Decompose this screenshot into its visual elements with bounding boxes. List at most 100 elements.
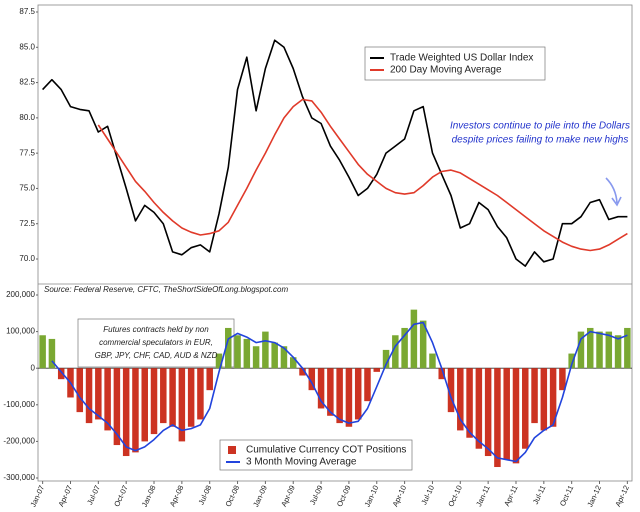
x-tick-label: Jan-12 bbox=[585, 484, 603, 509]
bar bbox=[614, 335, 622, 369]
annotation-frame bbox=[77, 318, 235, 368]
x-tick-label: Jan-08 bbox=[140, 484, 158, 509]
bar bbox=[540, 368, 548, 431]
bar bbox=[160, 368, 167, 424]
bar bbox=[447, 368, 455, 413]
x-tick-label: Apr-12 bbox=[613, 484, 631, 508]
bar bbox=[85, 368, 93, 424]
bar bbox=[113, 368, 121, 446]
bar bbox=[336, 368, 343, 424]
line-series bbox=[42, 39, 628, 267]
y-tick-label: 0 bbox=[31, 363, 36, 372]
bar bbox=[410, 309, 418, 369]
arrow bbox=[605, 177, 622, 207]
bar bbox=[596, 331, 603, 369]
bar bbox=[475, 368, 483, 449]
bar bbox=[215, 353, 223, 369]
bar bbox=[197, 368, 204, 420]
bar bbox=[549, 368, 557, 427]
bar bbox=[392, 335, 399, 369]
bar bbox=[419, 320, 427, 369]
legend-swatch bbox=[228, 446, 236, 454]
bar bbox=[57, 368, 65, 380]
plot-frame bbox=[37, 4, 633, 482]
bar bbox=[429, 353, 436, 369]
bar bbox=[169, 368, 176, 427]
x-tick-label: Jul-09 bbox=[308, 484, 325, 506]
legend-label: 200 Day Moving Average bbox=[390, 65, 502, 76]
bar bbox=[568, 353, 575, 369]
x-tick-label: Jan-09 bbox=[251, 484, 269, 509]
bar bbox=[327, 368, 334, 416]
y-tick-label: 75.0 bbox=[19, 184, 35, 193]
legend-label: 3 Month Moving Average bbox=[246, 457, 357, 468]
bar bbox=[187, 368, 195, 427]
bar bbox=[364, 368, 371, 402]
y-tick-label: -100,000 bbox=[3, 400, 35, 409]
y-tick-label: -200,000 bbox=[3, 437, 35, 446]
bar bbox=[206, 368, 213, 391]
bar bbox=[522, 368, 529, 449]
x-tick-label: Jul-08 bbox=[197, 484, 214, 506]
y-tick-label: 82.5 bbox=[19, 78, 35, 87]
y-tick-label: 70.0 bbox=[19, 254, 35, 263]
bar bbox=[299, 368, 306, 376]
bar bbox=[512, 368, 520, 464]
bar bbox=[252, 346, 260, 369]
y-tick-label: 87.5 bbox=[19, 7, 35, 16]
bar bbox=[317, 368, 325, 409]
x-tick-label: Apr-10 bbox=[391, 484, 409, 508]
bar bbox=[308, 368, 316, 391]
x-tick-label: Apr-07 bbox=[56, 484, 74, 508]
x-tick-label: Jul-11 bbox=[531, 484, 548, 506]
y-tick-label: 85.0 bbox=[19, 42, 35, 51]
x-tick-label: Oct-07 bbox=[112, 484, 130, 508]
bar bbox=[373, 368, 381, 372]
line-series bbox=[97, 98, 628, 252]
x-tick-label: Apr-09 bbox=[279, 484, 297, 508]
x-tick-label: Oct-11 bbox=[558, 484, 575, 508]
bar bbox=[559, 368, 566, 391]
bar bbox=[271, 342, 278, 369]
x-tick-label: Jan-07 bbox=[28, 484, 46, 509]
bar bbox=[122, 368, 130, 457]
legend-frame bbox=[219, 439, 413, 471]
bar bbox=[586, 327, 594, 369]
annotation: GBP, JPY, CHF, CAD, AUD & NZD bbox=[95, 351, 218, 360]
x-tick-label: Jul-07 bbox=[85, 484, 102, 506]
line-series bbox=[51, 321, 628, 463]
bar bbox=[354, 368, 362, 420]
bar bbox=[48, 338, 56, 369]
annotation: despite prices failing to make new highs bbox=[452, 135, 629, 146]
x-tick-label: Jan-10 bbox=[363, 484, 381, 509]
annotation: commercial speculators in EUR, bbox=[99, 338, 213, 347]
y-tick-label: -300,000 bbox=[3, 473, 35, 482]
bar bbox=[104, 368, 111, 431]
x-tick-label: Oct-08 bbox=[223, 484, 241, 508]
y-tick-label: 100,000 bbox=[6, 327, 35, 336]
bar bbox=[577, 331, 585, 369]
bar bbox=[503, 368, 510, 460]
bar bbox=[401, 327, 408, 369]
bar bbox=[132, 368, 139, 453]
y-tick-label: 80.0 bbox=[19, 113, 35, 122]
annotation: Futures contracts held by non bbox=[103, 325, 209, 334]
bar bbox=[150, 368, 158, 435]
bar bbox=[531, 368, 538, 424]
bar bbox=[39, 335, 46, 369]
x-tick-label: Jul-10 bbox=[419, 484, 436, 506]
bar bbox=[345, 368, 353, 427]
legend-frame bbox=[364, 46, 546, 81]
bar bbox=[484, 368, 492, 457]
bar bbox=[438, 368, 445, 380]
legend-label: Trade Weighted US Dollar Index bbox=[390, 53, 533, 64]
bar bbox=[178, 368, 186, 442]
bar bbox=[262, 331, 269, 369]
bar bbox=[76, 368, 84, 413]
x-tick-label: Apr-11 bbox=[502, 484, 519, 508]
y-tick-label: 77.5 bbox=[19, 148, 35, 157]
y-tick-label: 200,000 bbox=[6, 290, 35, 299]
bar bbox=[95, 368, 102, 420]
source-note: Source: Federal Reserve, CFTC, TheShortS… bbox=[44, 285, 288, 294]
